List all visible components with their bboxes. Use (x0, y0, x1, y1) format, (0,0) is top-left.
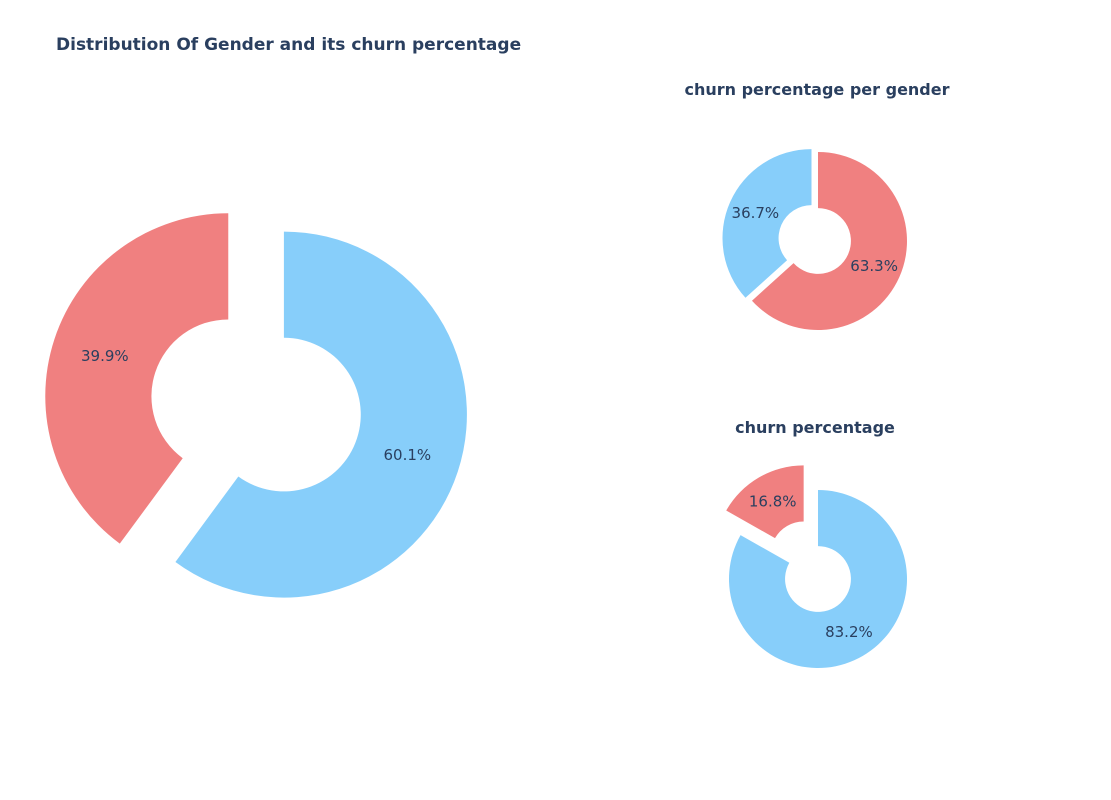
slice-percent-label: 83.2% (825, 623, 873, 641)
slice-percent-label: 36.7% (732, 204, 780, 222)
donut-slice[interactable] (175, 231, 467, 598)
churn-per-gender-title: churn percentage per gender (684, 80, 949, 99)
donut-slice[interactable] (722, 149, 812, 298)
slice-percent-label: 60.1% (384, 446, 432, 464)
donut-slice[interactable] (726, 465, 804, 539)
churn-percentage-donut: churn percentage 16.8% 83.2% (726, 418, 907, 668)
donut-slice[interactable] (751, 152, 907, 330)
churn-percentage-title: churn percentage (735, 418, 895, 437)
donut-slice[interactable] (45, 213, 229, 544)
slice-percent-label: 16.8% (749, 492, 797, 510)
donut-slice[interactable] (728, 490, 907, 668)
slice-percent-label: 63.3% (850, 257, 898, 275)
chart-title: Distribution Of Gender and its churn per… (56, 35, 521, 55)
gender-distribution-donut: 39.9% 60.1% (45, 213, 467, 598)
churn-per-gender-donut: churn percentage per gender 36.7% 63.3% (684, 80, 950, 330)
slice-percent-label: 39.9% (81, 347, 129, 365)
